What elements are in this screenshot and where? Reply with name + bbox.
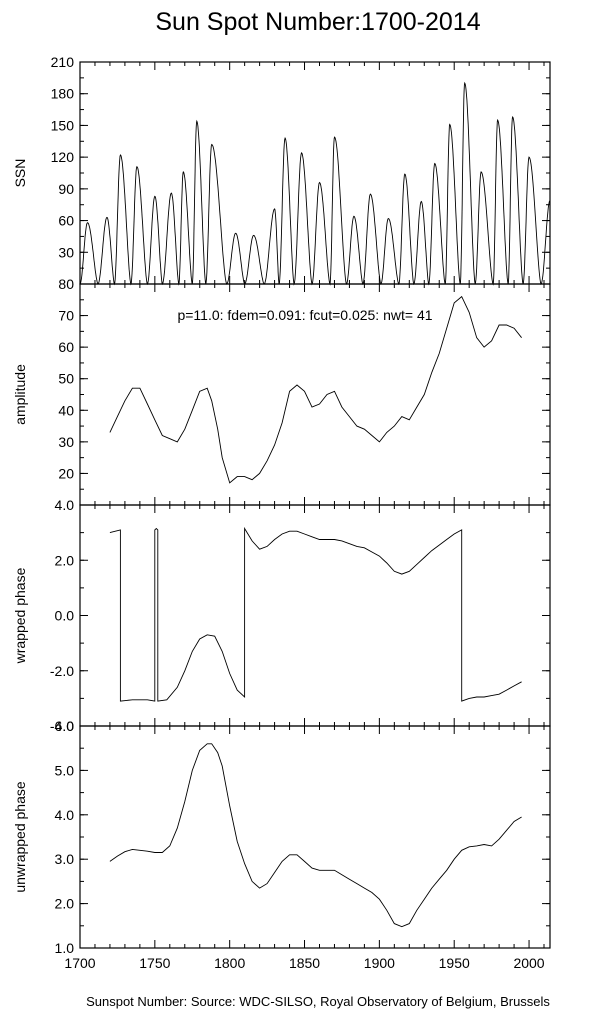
x-tick-label: 1850 xyxy=(289,955,320,971)
series-line xyxy=(79,81,551,286)
y-tick-label: 60 xyxy=(58,339,74,355)
y-tick-label: 120 xyxy=(51,149,75,165)
y-tick-label: -2.0 xyxy=(50,663,74,679)
y-tick-label: 4.0 xyxy=(55,497,75,513)
panel-1: 30 60 90 120 150 180 210 SSN xyxy=(12,54,551,286)
y-tick-label: 80 xyxy=(58,276,74,292)
y-tick-label: 40 xyxy=(58,402,74,418)
y-axis-label: wrapped phase xyxy=(12,567,28,664)
source-footer: Sunspot Number: Source: WDC-SILSO, Royal… xyxy=(86,994,550,1009)
y-tick-label: 4.0 xyxy=(55,807,75,823)
y-tick-label: 0.0 xyxy=(55,608,75,624)
y-tick-label: 70 xyxy=(58,308,74,324)
y-tick-label: 1.0 xyxy=(55,940,75,956)
y-tick-label: 180 xyxy=(51,86,75,102)
x-tick-label: 1950 xyxy=(439,955,470,971)
y-tick-label: 210 xyxy=(51,54,75,70)
y-tick-label: 20 xyxy=(58,465,74,481)
y-tick-label: 2.0 xyxy=(55,552,75,568)
y-axis-label: unwrapped phase xyxy=(12,781,28,893)
panels: 30 60 90 120 150 180 210 SSN 20 30 40 50 60 70 80 ampli… xyxy=(12,54,551,971)
series-line xyxy=(109,295,522,484)
y-tick-label: 3.0 xyxy=(55,851,75,867)
x-tick-label: 1700 xyxy=(64,955,95,971)
panel-4: 1700 1750 1800 1850 1900 1950 2000 1.0 2.0 3.0 4.0… xyxy=(12,718,551,971)
y-tick-label: 5.0 xyxy=(55,762,75,778)
x-tick-label: 2000 xyxy=(513,955,544,971)
y-tick-label: -4.0 xyxy=(50,718,74,734)
y-tick-label: 30 xyxy=(58,244,74,260)
y-axis-label: SSN xyxy=(12,159,28,188)
y-tick-label: 60 xyxy=(58,213,74,229)
series-line xyxy=(109,526,522,702)
series-line xyxy=(109,743,522,928)
x-tick-label: 1750 xyxy=(139,955,170,971)
y-tick-label: 6.0 xyxy=(55,718,75,734)
y-tick-label: 2.0 xyxy=(55,896,75,912)
y-tick-label: 150 xyxy=(51,117,75,133)
chart-title: Sun Spot Number:1700-2014 xyxy=(155,8,480,36)
y-tick-label: 50 xyxy=(58,371,74,387)
y-tick-label: 90 xyxy=(58,181,74,197)
panel-3: -4.0 -2.0 0.0 2.0 4.0 wrapped phase xyxy=(12,497,551,734)
panel-2: 20 30 40 50 60 70 80 amplitude p=11.0: fdem=0.09… xyxy=(12,276,551,506)
y-tick-label: 30 xyxy=(58,434,74,450)
panel-frame xyxy=(79,725,551,949)
x-tick-label: 1900 xyxy=(364,955,395,971)
y-axis-label: amplitude xyxy=(12,364,28,425)
panel-annotation: p=11.0: fdem=0.091: fcut=0.025: nwt= 41 xyxy=(177,307,432,323)
x-tick-label: 1800 xyxy=(214,955,245,971)
